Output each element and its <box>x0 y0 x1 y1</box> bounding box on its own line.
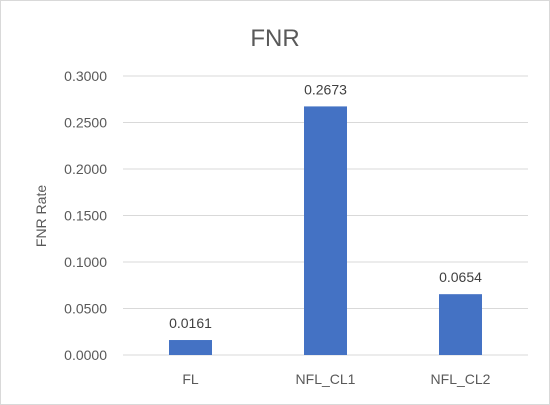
bar <box>439 294 482 355</box>
bars <box>169 106 482 355</box>
data-labels: 0.0161 0.2673 0.0654 <box>169 81 482 331</box>
y-axis-title: FNR Rate <box>33 185 49 247</box>
data-label: 0.0654 <box>439 269 482 285</box>
y-axis-ticks: 0.0000 0.0500 0.1000 0.1500 0.2000 0.2500 0.30… <box>64 68 107 363</box>
y-tick-label: 0.2500 <box>64 115 107 131</box>
x-tick-label: FL <box>182 371 199 387</box>
data-label: 0.0161 <box>169 315 212 331</box>
data-label: 0.2673 <box>304 81 347 97</box>
bar <box>169 340 212 355</box>
y-tick-label: 0.3000 <box>64 68 107 84</box>
y-tick-label: 0.1000 <box>64 254 107 270</box>
y-tick-label: 0.0000 <box>64 347 107 363</box>
bar <box>304 106 347 355</box>
y-tick-label: 0.2000 <box>64 161 107 177</box>
y-tick-label: 0.1500 <box>64 208 107 224</box>
x-tick-label: NFL_CL1 <box>296 371 356 387</box>
x-tick-label: NFL_CL2 <box>431 371 491 387</box>
y-tick-label: 0.0500 <box>64 301 107 317</box>
x-axis-ticks: FL NFL_CL1 NFL_CL2 <box>182 371 490 387</box>
chart-title: FNR <box>250 25 299 52</box>
